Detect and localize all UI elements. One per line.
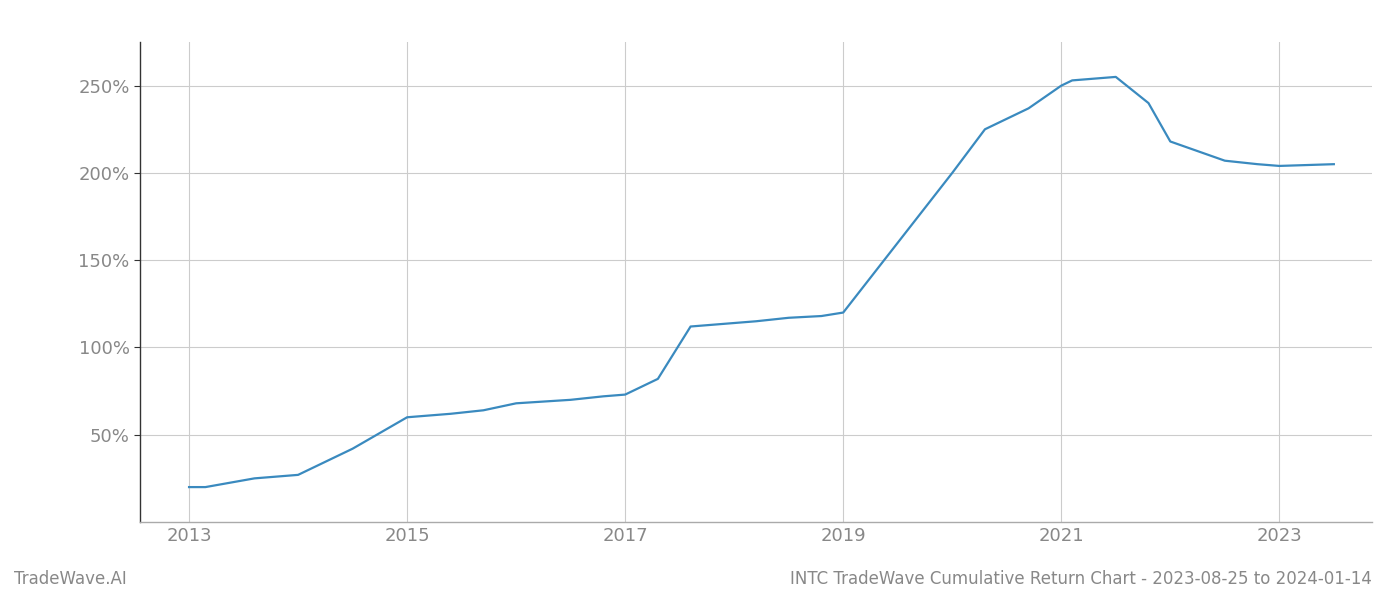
Text: TradeWave.AI: TradeWave.AI xyxy=(14,570,127,588)
Text: INTC TradeWave Cumulative Return Chart - 2023-08-25 to 2024-01-14: INTC TradeWave Cumulative Return Chart -… xyxy=(790,570,1372,588)
